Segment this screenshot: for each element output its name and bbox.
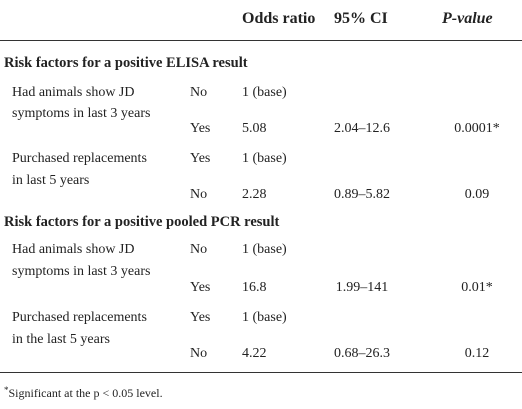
factor-base-level: Yes — [190, 151, 211, 166]
factor-label-line1: Had animals show JD — [12, 242, 135, 257]
header-rule — [0, 40, 522, 41]
factor-p-value: 0.09 — [464, 187, 490, 202]
header-p-value: P-value — [442, 10, 493, 27]
footnote-mark: * — [4, 385, 9, 395]
factor-p-value: 0.0001* — [454, 121, 500, 136]
factor-level: Yes — [190, 280, 211, 295]
factor-ci: 1.99–141 — [335, 280, 389, 295]
factor-base-odds: 1 (base) — [242, 151, 287, 166]
factor-p-value: 0.12 — [464, 346, 490, 361]
factor-p-value: 0.01* — [461, 280, 493, 295]
factor-level: No — [190, 187, 208, 202]
factor-odds: 16.8 — [242, 280, 267, 295]
footnote: *Significant at the p < 0.05 level. — [4, 385, 163, 401]
factor-level: No — [190, 346, 208, 361]
section-title-pcr: Risk factors for a positive pooled PCR r… — [4, 214, 280, 230]
section-title-elisa: Risk factors for a positive ELISA result — [4, 55, 248, 71]
factor-ci: 2.04–12.6 — [334, 121, 390, 136]
factor-base-odds: 1 (base) — [242, 310, 287, 325]
factor-base-odds: 1 (base) — [242, 242, 287, 257]
factor-level: Yes — [190, 121, 211, 136]
factor-odds: 5.08 — [242, 121, 267, 136]
factor-label-line1: Had animals show JD — [12, 85, 135, 100]
footnote-text: Significant at the p < 0.05 level. — [8, 386, 163, 400]
factor-base-level: No — [190, 242, 208, 257]
factor-odds: 4.22 — [242, 346, 267, 361]
factor-label-line1: Purchased replacements — [12, 151, 147, 166]
factor-label-line2: symptoms in last 3 years — [12, 264, 151, 279]
factor-base-odds: 1 (base) — [242, 85, 287, 100]
factor-label-line2: in last 5 years — [12, 173, 90, 188]
header-odds-ratio: Odds ratio — [242, 10, 316, 27]
header-ci: 95% CI — [334, 10, 388, 27]
factor-base-level: Yes — [190, 310, 211, 325]
factor-label-line2: symptoms in last 3 years — [12, 106, 151, 121]
factor-odds: 2.28 — [242, 187, 267, 202]
factor-label-line2: in the last 5 years — [12, 332, 110, 347]
factor-base-level: No — [190, 85, 208, 100]
factor-ci: 0.68–26.3 — [334, 346, 390, 361]
factor-label-line1: Purchased replacements — [12, 310, 147, 325]
bottom-rule — [0, 372, 522, 373]
factor-ci: 0.89–5.82 — [334, 187, 390, 202]
